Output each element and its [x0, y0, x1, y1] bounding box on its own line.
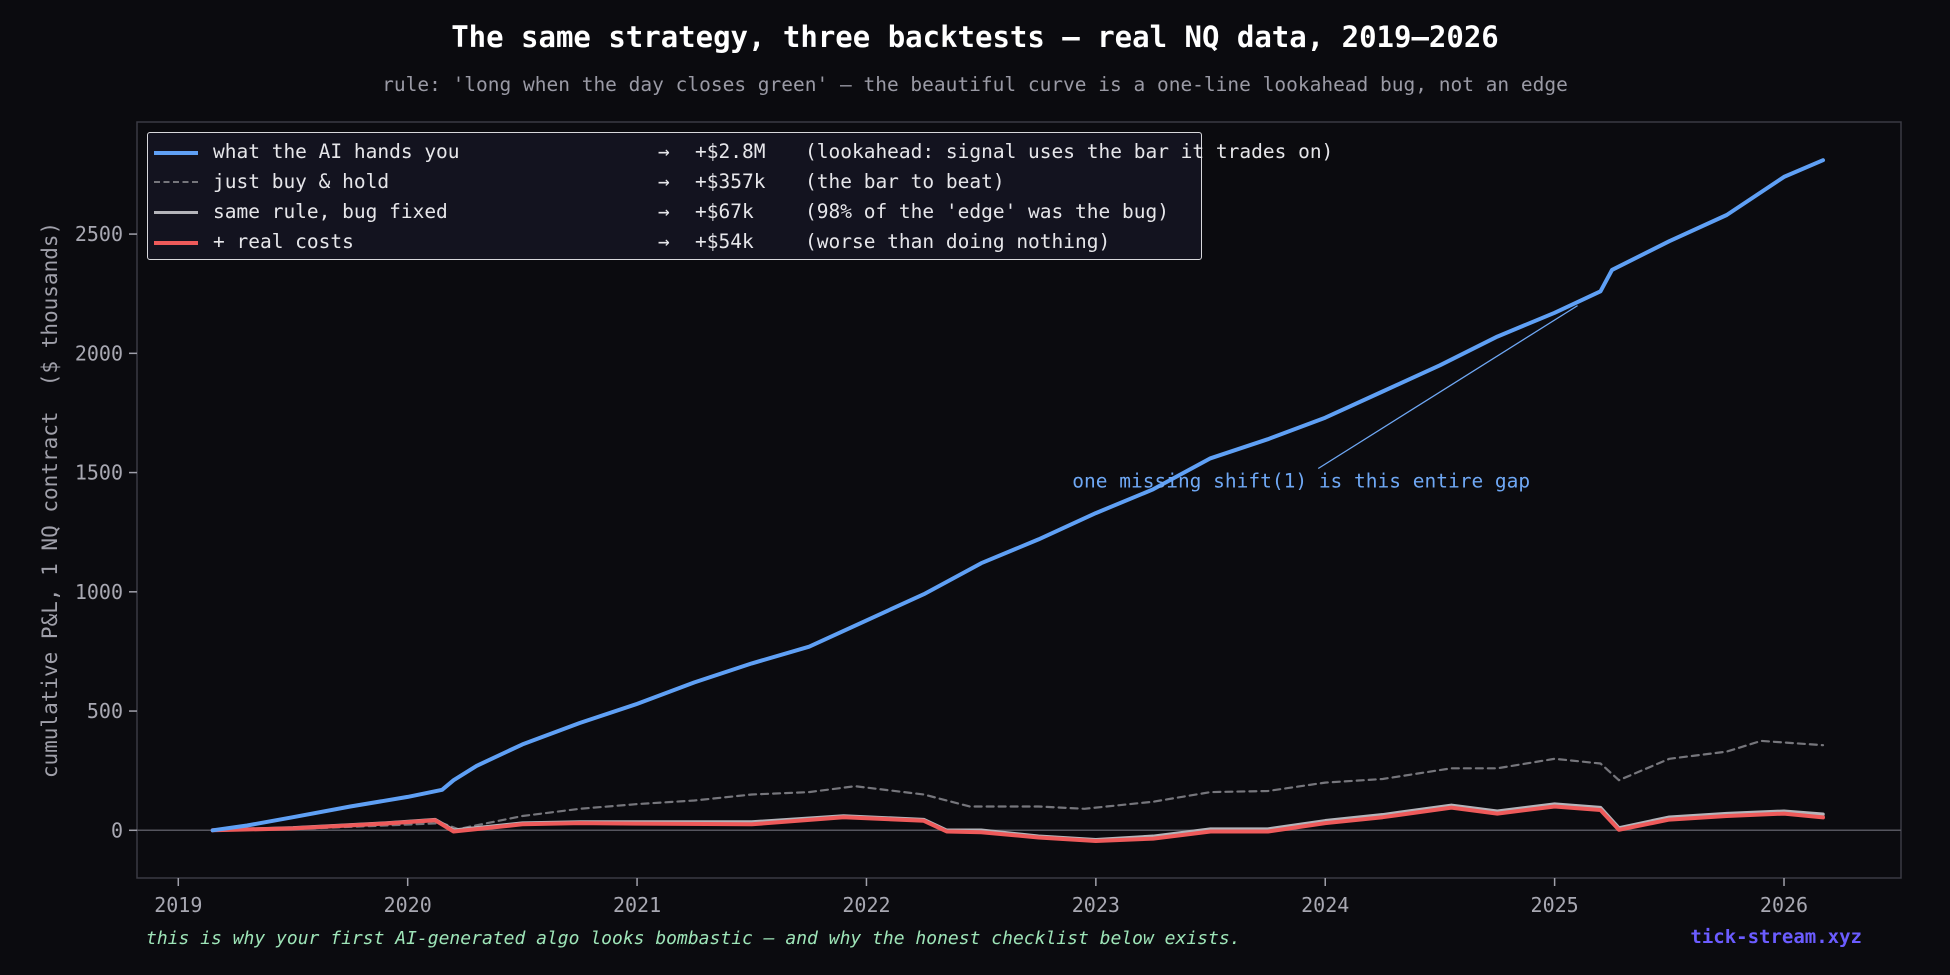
annotation-text: one missing shift(1) is this entire gap	[1072, 469, 1530, 492]
chart-title: The same strategy, three backtests — rea…	[451, 20, 1499, 54]
x-axis: 2019 2020 2021 2022 2023 2024 2025 2026	[154, 878, 1808, 917]
x-tick-label: 2023	[1072, 893, 1120, 917]
legend-entry-fixed: same rule, bug fixed → +$67k (98% of the…	[148, 197, 1201, 227]
footer-note: this is why your first AI-generated algo…	[146, 928, 1241, 949]
series-line-buy-hold	[211, 739, 1825, 832]
x-tick-label: 2024	[1301, 893, 1349, 917]
legend-label: just buy & hold	[213, 170, 390, 193]
x-tick-label: 2019	[154, 893, 202, 917]
x-tick-label: 2021	[613, 893, 661, 917]
chart-subtitle: rule: 'long when the day closes green' —…	[382, 73, 1568, 96]
legend-swatch-lookahead	[154, 151, 198, 155]
x-tick-label: 2022	[842, 893, 890, 917]
series-layer	[210, 158, 1825, 843]
series-line-lookahead	[210, 158, 1825, 833]
legend-note: (98% of the 'edge' was the bug)	[805, 200, 1169, 223]
legend-note: (worse than doing nothing)	[805, 230, 1111, 253]
x-tick-label: 2020	[384, 893, 432, 917]
y-axis-label: cumulative P&L, 1 NQ contract ($ thousan…	[38, 221, 62, 779]
x-tick-label: 2026	[1760, 893, 1808, 917]
legend-value: +$54k	[695, 230, 754, 253]
legend-label: what the AI hands you	[213, 140, 460, 163]
legend-note: (the bar to beat)	[805, 170, 1005, 193]
annotation-arrow	[1317, 305, 1578, 470]
brand-link[interactable]: tick-stream.xyz	[1690, 926, 1862, 948]
y-tick-label: 1000	[75, 580, 123, 604]
legend-entry-buy-hold: just buy & hold → +$357k (the bar to bea…	[148, 167, 1201, 197]
legend-swatch-costs	[154, 241, 198, 245]
y-tick-label: 2500	[75, 222, 123, 246]
legend: what the AI hands you → +$2.8M (lookahea…	[147, 132, 1333, 260]
legend-arrow: →	[658, 230, 670, 253]
series-line-costs	[210, 804, 1825, 843]
legend-arrow: →	[658, 170, 670, 193]
legend-label: same rule, bug fixed	[213, 200, 448, 223]
legend-value: +$357k	[695, 170, 766, 193]
legend-entry-lookahead: what the AI hands you → +$2.8M (lookahea…	[148, 137, 1333, 167]
legend-swatch-fixed	[154, 211, 198, 214]
legend-value: +$2.8M	[695, 140, 766, 163]
y-tick-label: 0	[111, 818, 123, 842]
legend-arrow: →	[658, 140, 670, 163]
legend-value: +$67k	[695, 200, 754, 223]
y-tick-label: 500	[87, 699, 123, 723]
legend-arrow: →	[658, 200, 670, 223]
y-tick-label: 2000	[75, 341, 123, 365]
legend-label: + real costs	[213, 230, 354, 253]
legend-swatch-buy-hold	[154, 181, 198, 183]
y-axis: 0 500 1000 1500 2000 2500	[75, 222, 137, 842]
legend-note: (lookahead: signal uses the bar it trade…	[805, 140, 1334, 163]
y-tick-label: 1500	[75, 461, 123, 485]
legend-entry-costs: + real costs → +$54k (worse than doing n…	[148, 227, 1201, 257]
x-tick-label: 2025	[1531, 893, 1579, 917]
